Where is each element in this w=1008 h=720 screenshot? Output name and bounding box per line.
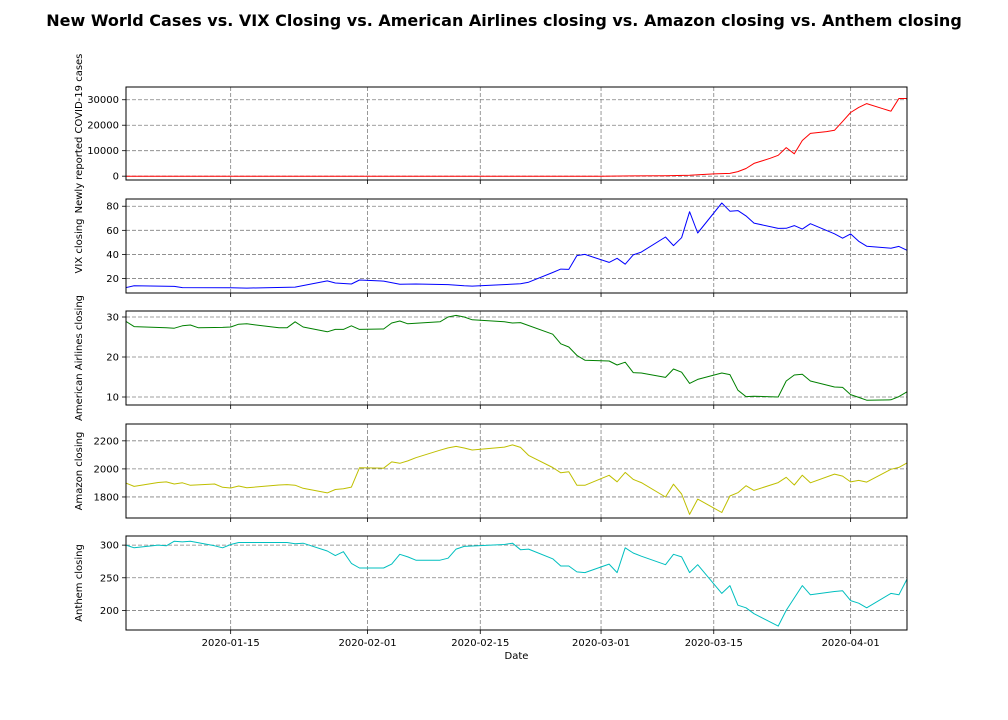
vix-ytick-label: 80	[106, 202, 119, 213]
vix-series-line	[125, 202, 908, 289]
antm-ytick-label: 200	[100, 606, 119, 617]
panel-amzn: 1800 2000 2200 Amazon closing	[74, 423, 908, 522]
amzn-axes-frame	[125, 423, 908, 519]
x-tick-label: 2020-02-15	[451, 638, 509, 649]
aal-series-line	[125, 314, 908, 401]
antm-axes-frame	[125, 535, 908, 631]
amzn-series-line	[125, 444, 908, 515]
cases-ylabel: Newly reported COVID-19 cases	[74, 54, 85, 214]
cases-ytick-label: 10000	[87, 146, 119, 157]
amzn-ytick-label: 2200	[94, 436, 119, 447]
vix-ylabel: VIX closing	[74, 219, 85, 274]
antm-ytick-label: 300	[100, 541, 119, 552]
panel-aal: 10 20 30 American Airlines closing	[74, 295, 908, 421]
cases-ytick-label: 20000	[87, 121, 119, 132]
x-axis-label: Date	[505, 651, 529, 662]
aal-ytick-label: 10	[106, 393, 119, 404]
antm-ylabel: Anthem closing	[74, 544, 85, 622]
aal-ytick-label: 30	[106, 313, 119, 324]
aal-ytick-label: 20	[106, 353, 119, 364]
x-tick-label: 2020-04-01	[822, 638, 880, 649]
x-tick-label: 2020-02-01	[338, 638, 396, 649]
vix-ytick-label: 40	[106, 250, 119, 261]
aal-ylabel: American Airlines closing	[74, 295, 85, 421]
x-tick-label: 2020-01-15	[202, 638, 260, 649]
antm-ytick-label: 250	[100, 573, 119, 584]
amzn-ylabel: Amazon closing	[74, 432, 85, 511]
panel-vix: 20 40 60 80 VIX closing	[74, 198, 908, 297]
antm-series-line	[125, 540, 908, 627]
aal-axes-frame	[125, 310, 908, 406]
x-tick-label: 2020-03-15	[685, 638, 743, 649]
panel-antm: 200 250 300 2020-01-15 2020-02-01 2020-02-15 2…	[74, 535, 908, 649]
amzn-ytick-label: 1800	[94, 492, 119, 503]
vix-ytick-label: 60	[106, 226, 119, 237]
vix-ytick-label: 20	[106, 274, 119, 285]
cases-ytick-label: 30000	[87, 95, 119, 106]
cases-axes-frame	[125, 86, 908, 181]
amzn-ytick-label: 2000	[94, 464, 119, 475]
chart-title: New World Cases vs. VIX Closing vs. Amer…	[46, 11, 962, 30]
cases-ytick-label: 0	[113, 172, 119, 183]
cases-series-line	[126, 98, 907, 177]
vix-axes-frame	[125, 198, 908, 294]
x-tick-label: 2020-03-01	[572, 638, 630, 649]
